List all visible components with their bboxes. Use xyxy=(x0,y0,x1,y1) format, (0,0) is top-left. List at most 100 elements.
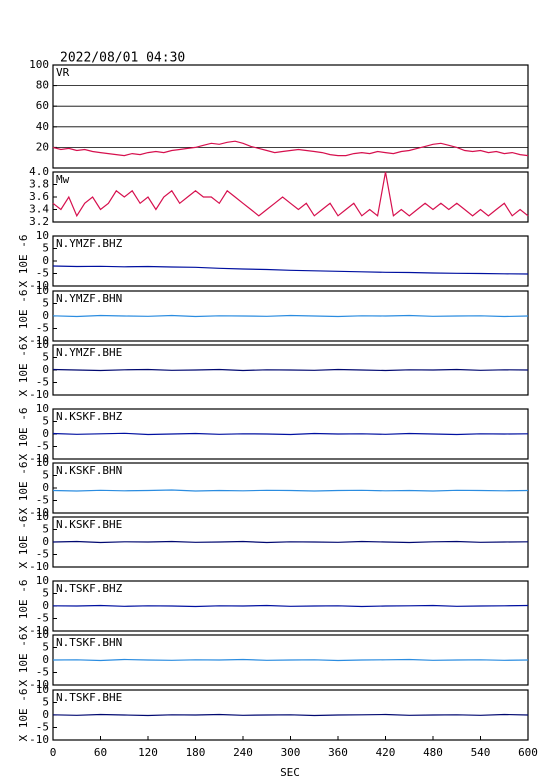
y-tick-label: 5 xyxy=(42,587,49,600)
y-tick-label: 3.4 xyxy=(29,203,49,216)
series-line xyxy=(52,489,529,492)
x-tick-label: 540 xyxy=(471,746,491,759)
y-tick-label: -5 xyxy=(36,376,49,389)
y-tick-label: 20 xyxy=(36,140,49,153)
x-axis-label: SEC xyxy=(280,766,300,779)
x-tick-label: 60 xyxy=(94,746,107,759)
x-tick-label: 600 xyxy=(518,746,538,759)
y-tick-label: 3.8 xyxy=(29,178,49,191)
y-tick-label: 10 xyxy=(36,628,49,641)
y-tick-label: -10 xyxy=(29,678,49,691)
y-tick-label: 5 xyxy=(42,469,49,482)
y-tick-label: 3.6 xyxy=(29,190,49,203)
y-tick-label: -10 xyxy=(29,733,49,746)
series-label: N.KSKF.BHN xyxy=(56,464,122,477)
x-tick-label: 0 xyxy=(50,746,57,759)
y-tick-label: -5 xyxy=(36,267,49,280)
y-tick-label: 10 xyxy=(36,574,49,587)
y-tick-label: -5 xyxy=(36,322,49,335)
y-tick-label: 10 xyxy=(36,284,49,297)
y-tick-label: -5 xyxy=(36,440,49,453)
y-axis-label: X 10E -6 xyxy=(17,634,30,687)
y-axis-label: X 10E -6 xyxy=(17,689,30,742)
y-tick-label: 0 xyxy=(42,481,49,494)
series-label: N.TSKF.BHN xyxy=(56,636,122,649)
x-tick-label: 120 xyxy=(138,746,158,759)
y-tick-label: 0 xyxy=(42,535,49,548)
series-line xyxy=(52,265,529,275)
series-line xyxy=(52,658,529,662)
series-line xyxy=(52,368,529,372)
y-tick-label: 10 xyxy=(36,338,49,351)
y-tick-label: 10 xyxy=(36,510,49,523)
y-tick-label: -5 xyxy=(36,721,49,734)
y-tick-label: -10 xyxy=(29,334,49,347)
y-tick-label: 0 xyxy=(42,599,49,612)
y-axis-label: X 10E -6 xyxy=(17,516,30,569)
series-label: N.KSKF.BHZ xyxy=(56,410,123,423)
y-tick-label: 60 xyxy=(36,99,49,112)
y-tick-label: 3.2 xyxy=(29,215,49,228)
y-axis-label: X 10E -6 xyxy=(17,408,30,461)
series-label: VR xyxy=(56,66,70,79)
x-tick-label: 480 xyxy=(423,746,443,759)
y-tick-label: -10 xyxy=(29,560,49,573)
y-axis-label: X 10E -6 xyxy=(17,235,30,288)
y-axis-label: X 10E -6 xyxy=(17,580,30,633)
series-label: N.YMZF.BHN xyxy=(56,292,122,305)
y-tick-label: -10 xyxy=(29,506,49,519)
panel-frame xyxy=(52,462,529,514)
y-tick-label: -5 xyxy=(36,612,49,625)
x-tick-label: 240 xyxy=(233,746,253,759)
x-tick-label: 420 xyxy=(376,746,396,759)
series-label: N.TSKF.BHE xyxy=(56,691,122,704)
y-tick-label: 80 xyxy=(36,79,49,92)
series-label: N.KSKF.BHE xyxy=(56,518,122,531)
y-tick-label: 0 xyxy=(42,363,49,376)
series-line xyxy=(52,540,529,544)
y-tick-label: 5 xyxy=(42,696,49,709)
series-line xyxy=(52,713,529,717)
y-tick-label: 0 xyxy=(42,653,49,666)
y-tick-label: 40 xyxy=(36,120,49,133)
y-axis-label: X 10E -6 xyxy=(17,462,30,515)
y-tick-label: 5 xyxy=(42,351,49,364)
y-tick-label: -10 xyxy=(29,624,49,637)
y-tick-label: 0 xyxy=(42,708,49,721)
y-tick-label: 5 xyxy=(42,523,49,536)
y-tick-label: 10 xyxy=(36,229,49,242)
x-tick-label: 300 xyxy=(281,746,301,759)
y-tick-label: 5 xyxy=(42,641,49,654)
y-tick-label: 10 xyxy=(36,402,49,415)
series-label: N.TSKF.BHZ xyxy=(56,582,123,595)
series-label: N.YMZF.BHZ xyxy=(56,237,123,250)
chart-title: 2022/08/01 04:30 xyxy=(60,51,185,66)
y-axis-label: X 10E -6 xyxy=(17,290,30,343)
y-tick-label: 0 xyxy=(42,427,49,440)
y-tick-label: 100 xyxy=(29,58,49,71)
y-tick-label: 10 xyxy=(36,456,49,469)
y-tick-label: 5 xyxy=(42,242,49,255)
series-label: N.YMZF.BHE xyxy=(56,346,122,359)
x-tick-label: 180 xyxy=(186,746,206,759)
series-line xyxy=(52,604,529,608)
y-tick-label: -10 xyxy=(29,452,49,465)
y-tick-label: -5 xyxy=(36,548,49,561)
y-tick-label: 4.0 xyxy=(29,165,49,178)
y-tick-label: -10 xyxy=(29,388,49,401)
series-line xyxy=(52,432,529,436)
y-tick-label: 0 xyxy=(42,309,49,322)
series-label: Mw xyxy=(56,173,70,186)
y-tick-label: 10 xyxy=(36,683,49,696)
y-tick-label: -10 xyxy=(29,279,49,292)
y-tick-label: 5 xyxy=(42,297,49,310)
panel-frame xyxy=(52,235,529,287)
series-line xyxy=(52,171,529,218)
x-tick-label: 360 xyxy=(328,746,348,759)
panel-frame xyxy=(52,64,529,169)
series-line xyxy=(52,140,529,157)
y-tick-label: -5 xyxy=(36,666,49,679)
y-tick-label: 0 xyxy=(42,254,49,267)
y-axis-label: X 10E -6 xyxy=(17,344,30,397)
